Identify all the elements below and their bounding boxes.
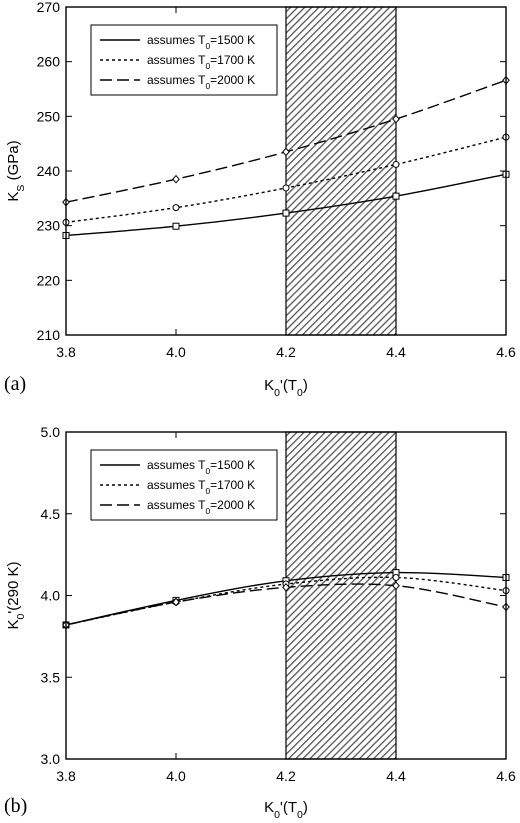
x-tick-label: 3.8 [56, 344, 76, 360]
legend-label-2: assumes T0=2000 K [147, 498, 255, 516]
data-point-diamond [392, 581, 400, 591]
y-tick-label: 4.5 [41, 506, 61, 522]
x-axis-label: K0'(T0) [264, 799, 308, 821]
legend-label-1: assumes T0=1700 K [147, 53, 255, 71]
y-tick-label: 240 [37, 163, 61, 179]
y-tick-label: 5.0 [41, 424, 61, 440]
x-tick-label: 4.2 [276, 344, 296, 360]
x-tick-label: 4.0 [166, 344, 186, 360]
y-tick-label: 4.0 [41, 588, 61, 604]
data-point-square [282, 209, 290, 217]
x-tick-label: 4.2 [276, 768, 296, 784]
data-point-diamond [392, 114, 400, 124]
x-tick-label: 4.4 [386, 344, 406, 360]
plot-frame [65, 431, 507, 760]
chart-panel-a: 3.8 4.0 4.2 4.4 4.6 210 220 230 240 250 260 270 assu… [4, 0, 516, 399]
data-point-diamond [172, 174, 180, 184]
y-axis-label: K0'(290 K) [5, 562, 27, 630]
y-tick-label: 3.0 [41, 751, 61, 767]
y-tick-label: 230 [37, 218, 61, 234]
x-tick-label: 4.4 [386, 768, 406, 784]
y-tick-label: 3.5 [41, 669, 61, 685]
legend-label-2: assumes T0=2000 K [147, 73, 255, 91]
y-axis-label: KS (GPa) [5, 140, 27, 201]
legend-box [90, 24, 278, 96]
x-axis-label: K0'(T0) [264, 377, 308, 399]
data-point-square [392, 192, 400, 200]
data-point-diamond [172, 597, 180, 607]
panel-label: (a) [4, 373, 26, 395]
data-point-square [172, 222, 180, 230]
y-tick-label: 250 [37, 108, 61, 124]
x-tick-label: 4.6 [496, 768, 516, 784]
data-point-diamond [282, 582, 290, 592]
legend-box [90, 449, 278, 521]
legend-label-0: assumes T0=1500 K [147, 33, 255, 51]
shaded-region [285, 6, 397, 336]
y-tick-label: 210 [37, 327, 61, 343]
plot-frame [65, 6, 507, 336]
data-point-circle [282, 184, 290, 192]
data-point-circle [172, 204, 180, 212]
data-point-circle [392, 160, 400, 168]
x-tick-label: 4.0 [166, 768, 186, 784]
data-point-circle [392, 574, 400, 582]
y-tick-label: 260 [37, 54, 61, 70]
chart-panel-b: 3.8 4.0 4.2 4.4 4.6 3.0 3.5 4.0 4.5 5.0 assumes T0… [4, 424, 516, 821]
legend-label-1: assumes T0=1700 K [147, 478, 255, 496]
panel-label: (b) [4, 795, 27, 817]
legend-label-0: assumes T0=1500 K [147, 458, 255, 476]
x-tick-label: 4.6 [496, 344, 516, 360]
x-tick-label: 3.8 [56, 768, 76, 784]
shaded-region [285, 431, 397, 760]
data-point-diamond [282, 147, 290, 157]
y-tick-label: 220 [37, 272, 61, 288]
y-tick-label: 270 [37, 0, 61, 15]
